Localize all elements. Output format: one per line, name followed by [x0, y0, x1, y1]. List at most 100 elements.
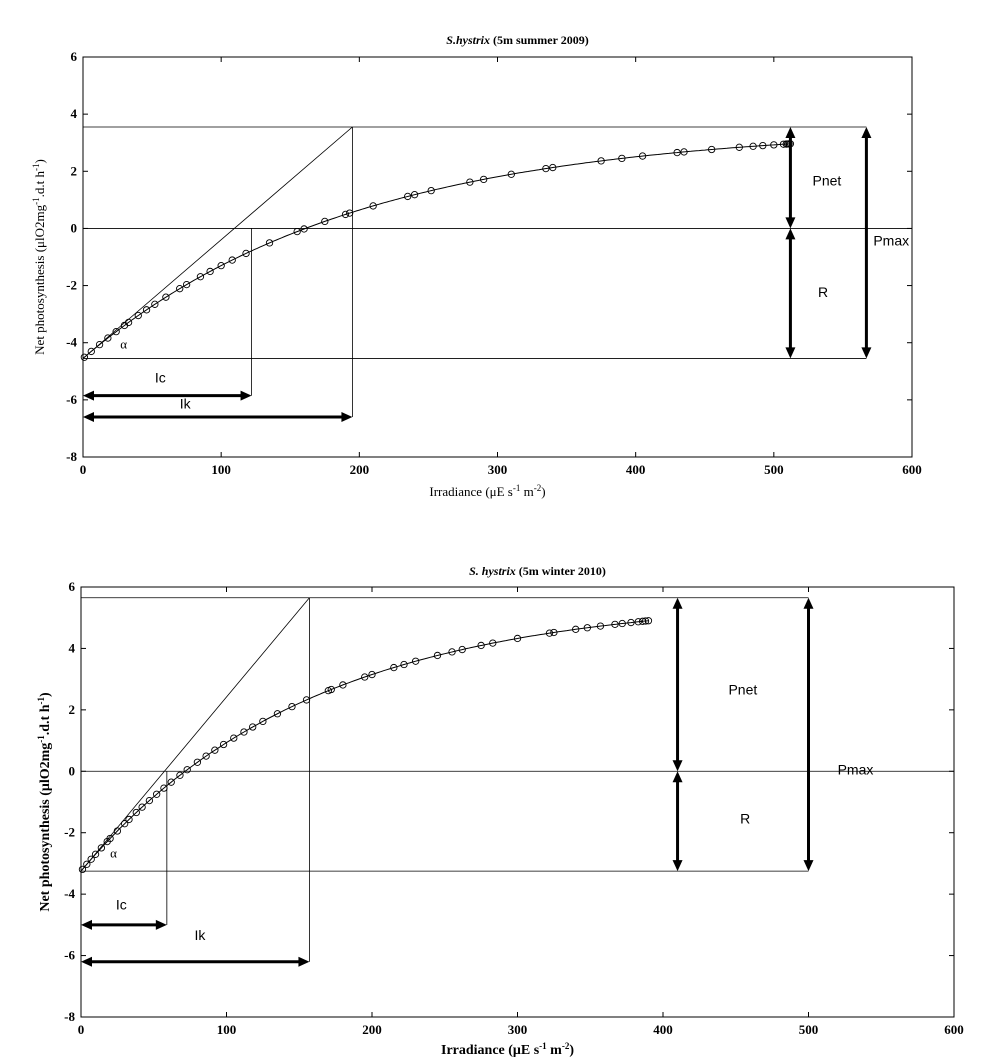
x-tick-label: 0 — [80, 462, 87, 477]
data-point — [206, 267, 214, 276]
data-point — [151, 300, 159, 308]
ic-arrow-head — [240, 390, 252, 401]
data-point — [167, 778, 175, 786]
data-point — [507, 170, 515, 178]
data-point — [708, 145, 716, 154]
pnet-label: Pnet — [813, 173, 842, 189]
y-axis-label-sup: -1 — [36, 735, 46, 743]
data-point — [638, 617, 647, 625]
data-point — [288, 702, 296, 711]
data-point — [759, 141, 767, 150]
data-point — [341, 210, 350, 219]
data-point — [321, 217, 329, 226]
r-arrow-head — [672, 860, 683, 872]
pmax-label: Pmax — [873, 233, 909, 249]
alpha-label: α — [120, 336, 127, 351]
pnet-label: Pnet — [728, 682, 757, 698]
data-point — [80, 353, 89, 361]
data-point — [134, 311, 142, 320]
y-axis-label-part: Net photosynthesis (μlO2mg — [32, 204, 47, 354]
x-tick-label: 0 — [78, 1022, 85, 1037]
data-point — [673, 148, 681, 157]
data-point — [410, 191, 419, 199]
data-point — [219, 740, 228, 749]
data-point — [542, 164, 550, 173]
fitted-curve — [82, 143, 791, 359]
chart-title: S. hystrix (5m winter 2010) — [469, 564, 606, 578]
pnet-arrow — [785, 127, 796, 229]
data-point — [627, 618, 635, 627]
x-tick-label: 300 — [508, 1022, 528, 1037]
data-point — [572, 625, 580, 633]
x-axis-label-sup: -2 — [562, 1041, 570, 1051]
r-arrow-head — [785, 228, 796, 240]
x-tick-label: 600 — [902, 462, 922, 477]
data-point — [87, 347, 95, 356]
x-axis-label-sup: -1 — [513, 483, 521, 493]
pmax-arrow — [803, 597, 814, 872]
y-tick-label: 4 — [69, 640, 76, 655]
ik-arrow-head — [81, 956, 92, 967]
ic-arrow-head — [81, 919, 92, 930]
chart-title-species: S.hystrix — [446, 33, 490, 47]
data-point — [400, 660, 408, 669]
data-point — [153, 790, 161, 798]
y-axis-label-part: Net photosynthesis (μlO2mg — [38, 743, 53, 912]
plot-frame — [80, 586, 955, 1018]
ik-arrow — [81, 956, 310, 967]
data-point — [211, 746, 219, 754]
data-point — [125, 815, 133, 824]
data-point — [95, 340, 104, 349]
data-point — [106, 834, 114, 843]
chart-title-species: S. hystrix — [469, 564, 516, 578]
x-axis-label-part: Irradiance (μE s — [441, 1043, 540, 1058]
data-point — [638, 152, 647, 160]
r-arrow — [785, 228, 796, 359]
y-axis-label-sup: -1 — [31, 197, 41, 205]
y-tick-label: 2 — [69, 702, 76, 717]
x-tick-label: 200 — [350, 462, 370, 477]
ik-arrow — [83, 412, 353, 422]
data-point — [634, 618, 642, 626]
data-point — [618, 154, 626, 163]
r-arrow-head — [672, 771, 683, 783]
chart-title-rest: (5m winter 2010) — [516, 564, 606, 578]
data-point — [113, 827, 122, 835]
r-arrow-head — [785, 347, 796, 359]
y-axis-label: Net photosynthesis (μlO2mg-1.d.t h-1) — [36, 692, 53, 912]
ic-label: Ic — [155, 370, 166, 386]
x-tick-label: 400 — [653, 1022, 673, 1037]
data-point — [259, 717, 267, 726]
r-label: R — [818, 284, 828, 300]
data-point — [138, 803, 146, 811]
alpha-label: α — [110, 845, 117, 860]
data-point — [83, 860, 91, 868]
y-tick-label: 2 — [71, 163, 78, 178]
data-point — [132, 808, 140, 817]
y-tick-label: -2 — [64, 825, 75, 840]
x-tick-label: 200 — [362, 1022, 382, 1037]
data-point — [182, 280, 191, 289]
x-axis-label-part: Irradiance (μE s — [429, 484, 512, 499]
y-tick-label: 6 — [71, 49, 78, 64]
x-axis-label: Irradiance (μE s-1 m-2) — [441, 1041, 574, 1058]
y-tick-label: -4 — [66, 335, 77, 350]
pmax-arrow-head — [861, 347, 872, 359]
data-point — [779, 140, 788, 148]
data-point — [346, 209, 354, 217]
data-point — [265, 239, 274, 247]
ic-arrow — [81, 919, 167, 930]
x-tick-label: 300 — [488, 462, 508, 477]
data-point — [217, 261, 225, 270]
y-axis-label-part: .d.t h — [32, 171, 47, 198]
data-point — [404, 192, 412, 201]
chart-panel-2: 0 100 200 300 400 500 600 -8 -6 -4 -2 0 2 4 6 S. hystri… — [36, 564, 964, 1058]
y-axis-label-part: ) — [38, 692, 53, 697]
r-label: R — [740, 811, 750, 827]
data-point — [242, 249, 250, 258]
data-point — [597, 157, 605, 165]
data-point — [230, 734, 238, 742]
data-point — [293, 227, 301, 236]
data-point — [104, 334, 112, 342]
